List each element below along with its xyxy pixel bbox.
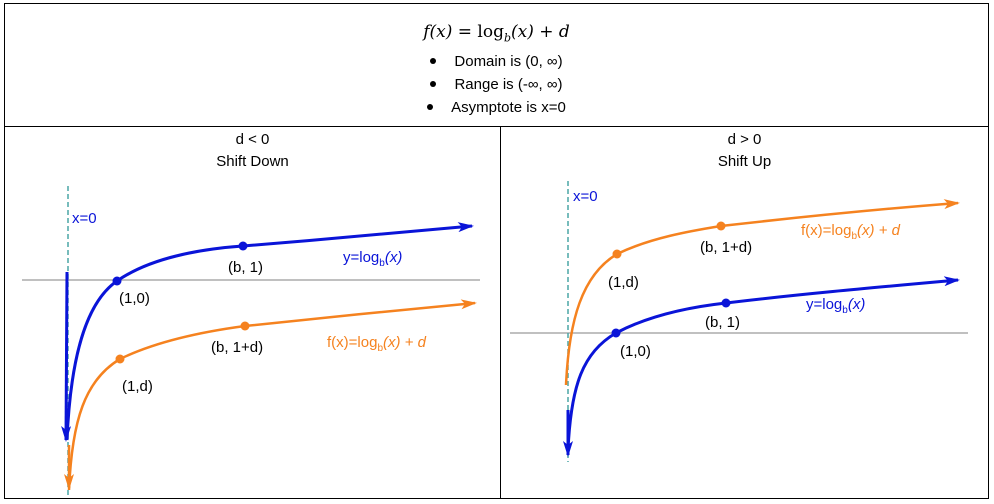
domain-text: Domain is (0, ∞) <box>454 53 563 71</box>
point-b-1-plus-d <box>240 321 250 331</box>
range-text: Range is (-∞, ∞) <box>454 76 563 94</box>
formula-log: log <box>477 22 504 42</box>
formula-rhs: (x) + d <box>511 22 570 42</box>
point-b-1 <box>238 241 248 251</box>
bullet-dot <box>430 58 437 65</box>
point-1-0 <box>112 276 122 286</box>
asymptote-text: Asymptote is x=0 <box>451 99 566 117</box>
range-bullet: Range is (-∞, ∞) <box>5 73 988 96</box>
bullet-dot <box>430 81 437 88</box>
panel-right-title: d > 0 Shift Up <box>501 129 988 173</box>
blue-curve <box>566 276 960 451</box>
label-b-1-plus-d: (b, 1+d) <box>211 339 263 356</box>
point-b-1 <box>721 298 731 308</box>
asymptote-label: x=0 <box>72 210 97 227</box>
panel-left-condition: d < 0 <box>235 131 270 148</box>
formula: f(x) = logb(x) + d <box>5 22 988 48</box>
label-1-0: (1,0) <box>620 343 651 360</box>
point-1-d <box>612 249 622 259</box>
label-1-0: (1,0) <box>119 290 150 307</box>
point-b-1-plus-d <box>716 221 726 231</box>
blue-curve <box>65 222 474 441</box>
formula-base: b <box>503 31 511 45</box>
label-1-d: (1,d) <box>122 378 153 395</box>
graph-left: x=0 (1,0) (b, 1) (1,d) (b, 1+d) y=logb(x… <box>22 186 480 495</box>
graph-right: x=0 (1,d) (b, 1+d) (1,0) (b, 1) y=logb(x… <box>510 181 968 462</box>
table-frame <box>4 3 989 499</box>
table-row-divider <box>4 126 989 127</box>
blue-curve-label: y=logb(x) <box>343 249 402 269</box>
panel-left-heading: Shift Down <box>216 153 289 170</box>
panel-right-condition: d > 0 <box>727 131 762 148</box>
panel-left-title: d < 0 Shift Down <box>5 129 500 173</box>
label-b-1: (b, 1) <box>705 314 740 331</box>
asymptote-label: x=0 <box>573 188 598 205</box>
blue-curve-tail <box>61 271 72 442</box>
orange-curve-label: f(x)=logb(x) + d <box>801 222 901 242</box>
label-b-1: (b, 1) <box>228 259 263 276</box>
orange-curve-label: f(x)=logb(x) + d <box>327 334 427 354</box>
point-1-0 <box>611 328 621 338</box>
formula-lhs: f(x) = <box>423 22 478 42</box>
properties-list: Domain is (0, ∞) Range is (-∞, ∞) Asympt… <box>5 50 988 119</box>
bullet-dot <box>427 104 434 111</box>
label-b-1-plus-d: (b, 1+d) <box>700 239 752 256</box>
orange-curve <box>564 199 960 386</box>
domain-bullet: Domain is (0, ∞) <box>5 50 988 73</box>
blue-curve-label: y=logb(x) <box>806 296 865 316</box>
point-1-d <box>115 354 125 364</box>
table-column-divider <box>500 126 501 499</box>
label-1-d: (1,d) <box>608 274 639 291</box>
header-cell: f(x) = logb(x) + d Domain is (0, ∞) Rang… <box>5 22 988 119</box>
panel-right-heading: Shift Up <box>717 153 772 170</box>
asymptote-bullet: Asymptote is x=0 <box>5 96 988 119</box>
orange-curve <box>67 299 477 491</box>
